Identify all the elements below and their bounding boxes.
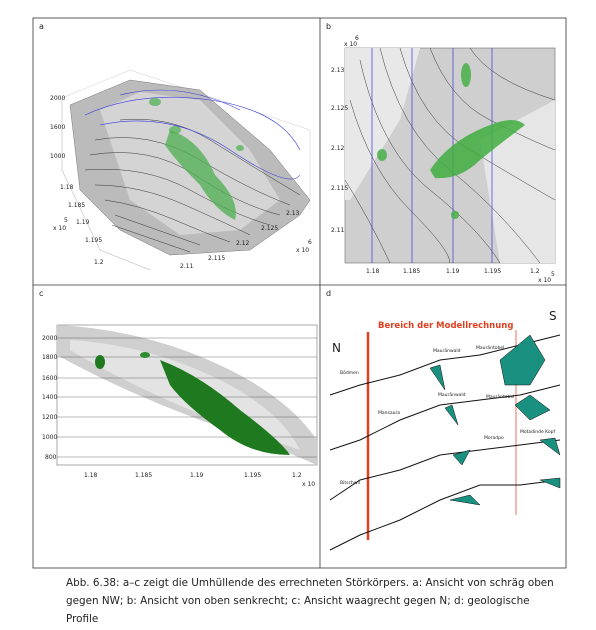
panel-text: 1600	[50, 124, 65, 131]
panel-text: 1.19	[446, 268, 460, 275]
panel-c-plot	[56, 324, 318, 466]
panel-text: 2.12	[331, 145, 345, 152]
caption-line: gegen NW; b: Ansicht von oben senkrecht;…	[66, 595, 530, 607]
panel-text: 2.115	[331, 185, 348, 192]
panel-text: Bereich der Modellrechnung	[378, 321, 513, 331]
panel-text: 2000	[50, 95, 65, 102]
panel-text: 1.185	[403, 268, 420, 275]
caption-line: Abb. 6.38: a–c zeigt die Umhüllende des …	[66, 577, 554, 589]
panel-text: 2.125	[261, 225, 278, 232]
panel-text: 2.11	[180, 263, 194, 270]
panel-text: 1.19	[76, 219, 90, 226]
panel-text: 1.185	[135, 472, 152, 479]
panel-text: Bitschwil	[340, 480, 360, 486]
panel-text: x 10	[53, 225, 66, 232]
panel-text: 6	[355, 35, 359, 42]
panel-d-plot	[329, 330, 561, 551]
panel-text: x 10	[296, 247, 309, 254]
panel-text: N	[332, 341, 341, 355]
panel-text: 1.185	[68, 202, 85, 209]
panel-text: 2.115	[208, 255, 225, 262]
panel-frames	[32, 17, 567, 569]
panel-label: d	[326, 289, 331, 298]
panel-text: 1.18	[60, 184, 74, 191]
panel-text: x 10	[302, 481, 315, 488]
panel-text: Mauränwald	[438, 392, 466, 398]
panel-text: 800	[45, 454, 57, 461]
panel-text: 1200	[42, 414, 57, 421]
panel-text: 2000	[42, 335, 57, 342]
panel-text: Motadinde Kopf	[520, 429, 556, 435]
panel-text: 6	[308, 239, 312, 246]
panel-text: 1.2	[530, 268, 540, 275]
panel-text: 5	[551, 271, 555, 278]
panel-text: 1000	[50, 153, 65, 160]
panel-text: Moradpo	[484, 435, 504, 441]
caption-line: Profile	[66, 613, 99, 625]
panel-text: 1400	[42, 394, 57, 401]
panel-text: Mauräntobel	[476, 345, 504, 351]
panel-text: 5	[64, 217, 68, 224]
panel-text: x 10	[344, 41, 357, 48]
panel-text: 1.19	[190, 472, 204, 479]
panel-text: 2.125	[331, 105, 348, 112]
panel-text: 1600	[42, 375, 57, 382]
panel-text: 1.18	[84, 472, 98, 479]
panel-a-plot	[61, 69, 311, 271]
panel-text: 2.13	[286, 210, 300, 217]
panel-text: 1.2	[292, 472, 302, 479]
panel-text: 2.11	[331, 227, 345, 234]
panel-text: 2.13	[331, 67, 345, 74]
panel-label: b	[326, 22, 331, 31]
panel-text: 1.195	[244, 472, 261, 479]
panel-text: 1.195	[85, 237, 102, 244]
panel-text: Mansaura	[378, 410, 400, 416]
panel-b-plot	[344, 47, 556, 264]
panel-text: 1.195	[484, 268, 501, 275]
panel-text: 1.18	[366, 268, 380, 275]
panel-text: 1000	[42, 434, 57, 441]
panel-text: Mauräntobel	[486, 394, 514, 400]
panel-text: Bödmen	[340, 370, 359, 376]
panel-text: x 10	[538, 277, 551, 284]
panel-text: 1.2	[94, 259, 104, 266]
panel-label: a	[39, 22, 44, 31]
panel-text: Mauränwald	[433, 348, 461, 354]
panel-text: 1800	[42, 354, 57, 361]
panel-text: 2.12	[236, 240, 250, 247]
panel-text: S	[549, 309, 557, 323]
panel-label: c	[39, 289, 43, 298]
